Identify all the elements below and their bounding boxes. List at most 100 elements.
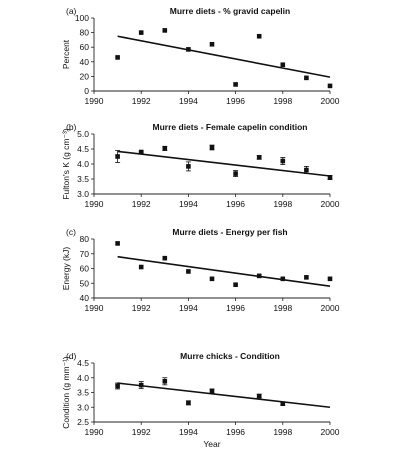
data-point [162, 378, 168, 384]
x-tick-label: 1996 [226, 303, 245, 313]
data-point [256, 155, 262, 160]
x-tick-label: 1992 [132, 199, 151, 209]
y-tick-label: 5.0 [77, 129, 89, 139]
y-tick-label: 4.0 [77, 159, 89, 169]
data-point [186, 164, 191, 169]
data-point [186, 47, 191, 52]
trend-line [117, 150, 331, 177]
panel-label: (d) [66, 351, 77, 361]
y-tick-label: 4.5 [77, 358, 89, 368]
x-tick-label: 1996 [226, 427, 245, 437]
y-axis-label: Energy (kJ) [61, 247, 71, 291]
y-tick-label: 3.0 [77, 402, 89, 412]
data-point [233, 282, 238, 288]
x-tick-label: 1994 [179, 96, 198, 106]
y-tick-label: 4.0 [77, 373, 89, 383]
data-point [233, 82, 238, 87]
trend-line [117, 382, 331, 409]
panel-label: (a) [66, 6, 77, 16]
y-tick-label: 40 [80, 293, 90, 303]
data-point [115, 154, 120, 159]
data-point [280, 276, 286, 282]
data-point [209, 276, 215, 282]
y-tick-label: 3.5 [77, 174, 89, 184]
data-point [209, 388, 215, 394]
x-tick-label: 1998 [273, 199, 292, 209]
x-tick-label: 1990 [85, 199, 104, 209]
data-point [256, 33, 262, 39]
x-tick-label: 1990 [85, 427, 104, 437]
y-tick-label: 20 [80, 71, 90, 81]
panel-3: 1990 1992 1994 1996 1998 2000 40 50 60 70 80 (c) Mur… [61, 227, 340, 313]
panel-title: Murre diets - Female capelin condition [153, 122, 308, 132]
y-tick-label: 3.0 [77, 189, 89, 199]
data-point [209, 41, 215, 47]
data-point [304, 167, 309, 173]
data-point [115, 55, 120, 60]
data-point [115, 383, 120, 389]
panel-title: Murre diets - Energy per fish [172, 227, 287, 237]
panel-4: 1990 1992 1994 1996 1998 2000 2.5 3.0 3.5 4.0 4.5(… [61, 351, 340, 437]
panel-2: 1990 1992 1994 1996 1998 2000 3.0 3.5 4.0 4.5 5.0(… [61, 122, 340, 209]
x-tick-label: 1998 [273, 96, 292, 106]
data-point [138, 264, 144, 270]
y-tick-label: 60 [80, 264, 90, 274]
data-point [304, 75, 309, 81]
y-tick-label: 3.5 [77, 388, 89, 398]
data-point [186, 269, 191, 274]
data-point [280, 158, 286, 164]
data-point [162, 255, 168, 261]
x-tick-label: 2000 [321, 427, 340, 437]
y-tick-label: 100 [75, 13, 89, 23]
y-axis-label: Condition (g mm⁻¹) [61, 356, 71, 429]
data-point [233, 171, 238, 176]
y-tick-label: 40 [80, 57, 90, 67]
panel-label: (b) [66, 122, 77, 132]
y-axis-label: Fulton's K (g cm⁻³) [61, 128, 71, 199]
panel-1: 1990 1992 1994 1996 1998 2000 0 20 40 60 80 100(a) M… [61, 6, 340, 106]
data-point [304, 275, 309, 280]
panel-title: Murre chicks - Condition [180, 351, 280, 361]
y-tick-label: 60 [80, 42, 90, 52]
y-axis-label: Percent [61, 39, 71, 69]
data-point [115, 241, 120, 246]
x-tick-label: 1996 [226, 199, 245, 209]
data-point [327, 83, 333, 89]
data-point [162, 146, 168, 151]
data-point [327, 276, 333, 282]
data-point [138, 149, 144, 155]
data-point [162, 28, 168, 33]
panel-label: (c) [66, 227, 76, 237]
data-point [256, 393, 262, 399]
data-point [209, 145, 215, 150]
data-point [256, 273, 262, 279]
data-point [327, 175, 333, 180]
x-tick-label: 1990 [85, 303, 104, 313]
x-tick-label: 1998 [273, 303, 292, 313]
x-tick-label: 1992 [132, 303, 151, 313]
x-tick-label: 1994 [179, 303, 198, 313]
trend-line [117, 255, 331, 287]
x-tick-label: 1994 [179, 427, 198, 437]
x-tick-label: 1992 [132, 96, 151, 106]
y-tick-label: 4.5 [77, 144, 89, 154]
data-point [138, 382, 144, 388]
x-tick-label: 1990 [85, 96, 104, 106]
y-tick-label: 50 [80, 278, 90, 288]
data-point [280, 62, 286, 68]
x-tick-label: 2000 [321, 303, 340, 313]
data-point [186, 400, 191, 406]
y-tick-label: 2.5 [77, 417, 89, 427]
y-tick-label: 80 [80, 28, 90, 38]
y-tick-label: 80 [80, 234, 90, 244]
x-tick-label: 1994 [179, 199, 198, 209]
x-tick-label: 1998 [273, 427, 292, 437]
x-tick-label: 2000 [321, 96, 340, 106]
x-tick-label: 2000 [321, 199, 340, 209]
y-tick-label: 0 [84, 86, 89, 96]
y-tick-label: 70 [80, 249, 90, 259]
x-axis-label: Year [203, 439, 220, 449]
data-point [280, 401, 286, 407]
trend-line [117, 35, 331, 78]
